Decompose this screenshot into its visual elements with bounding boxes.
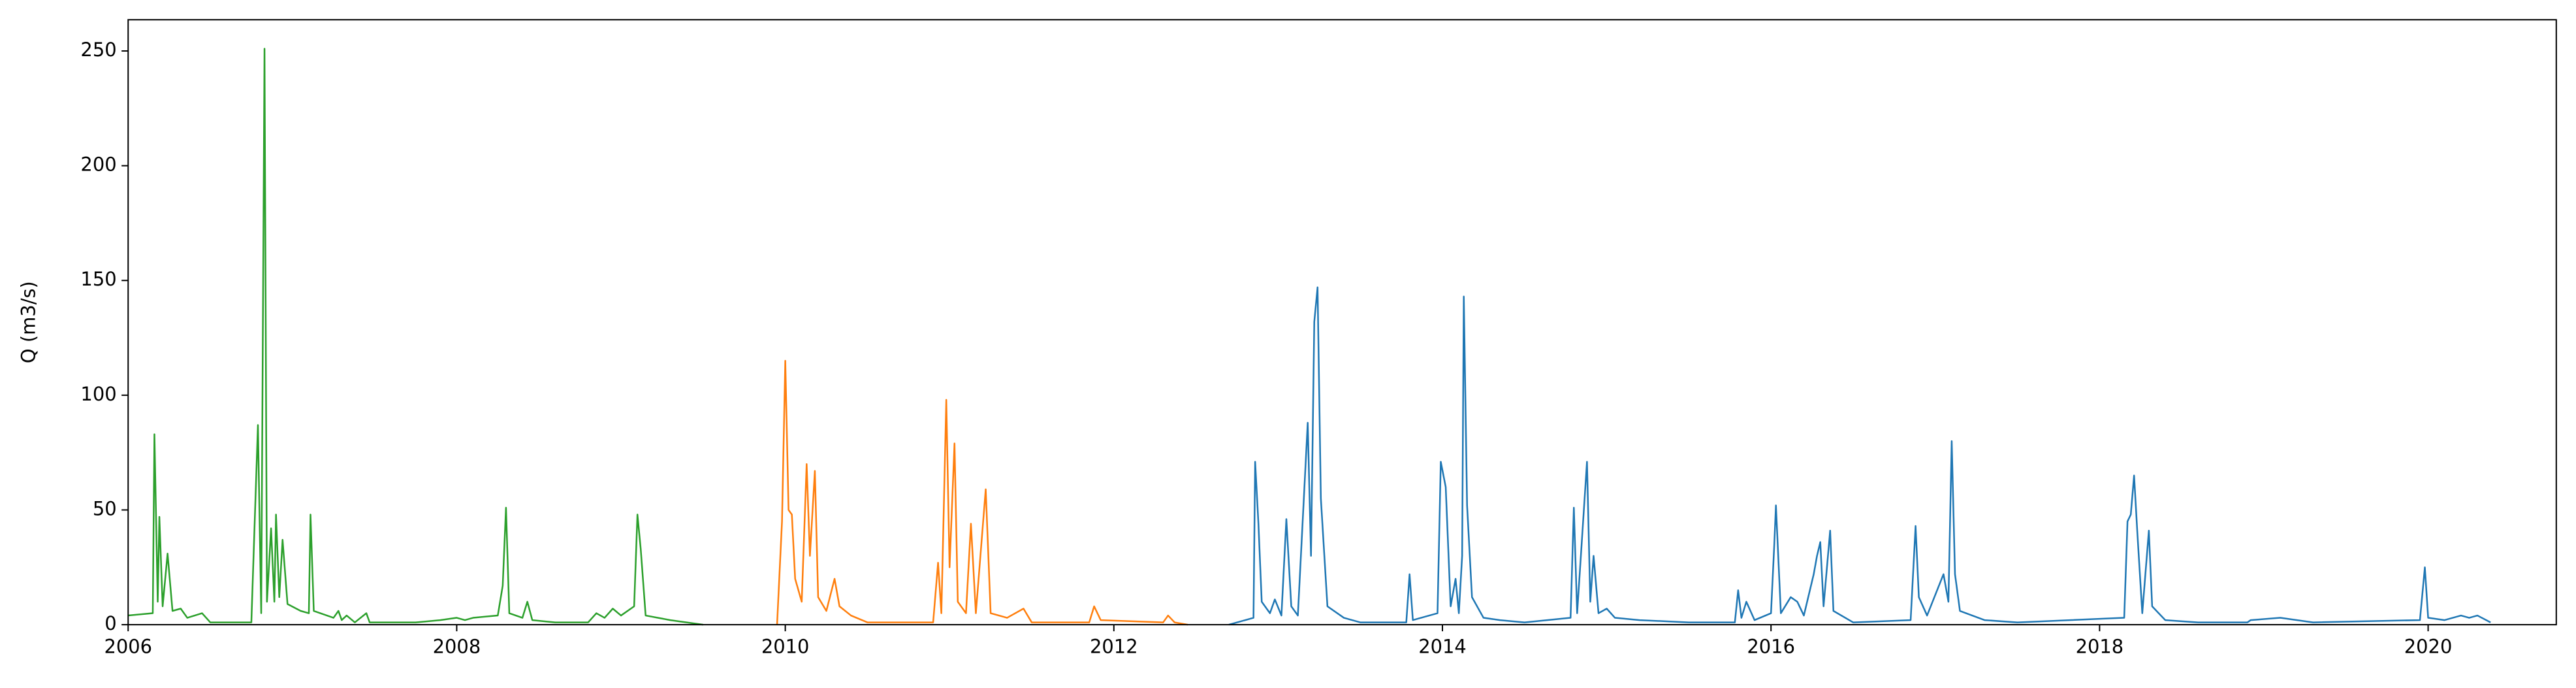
y-tick-label: 200 bbox=[80, 154, 116, 176]
y-tick-label: 50 bbox=[93, 497, 117, 519]
series-line bbox=[128, 48, 703, 626]
y-tick-label: 250 bbox=[80, 39, 116, 61]
plot-frame bbox=[127, 19, 2557, 626]
x-tick-label: 2006 bbox=[104, 635, 152, 657]
x-tick-label: 2012 bbox=[1090, 635, 1138, 657]
x-tick-label: 2010 bbox=[761, 635, 810, 657]
x-tick-label: 2014 bbox=[1418, 635, 1467, 657]
series-line bbox=[776, 359, 1188, 626]
x-tick-label: 2008 bbox=[433, 635, 481, 657]
y-tick-label: 150 bbox=[80, 268, 116, 290]
series-line bbox=[1228, 286, 2491, 626]
y-axis-label: Q (m3/s) bbox=[17, 281, 39, 363]
x-tick-label: 2016 bbox=[1747, 635, 1795, 657]
y-tick-label: 0 bbox=[104, 612, 116, 634]
y-tick-label: 100 bbox=[80, 383, 116, 405]
x-tick-label: 2020 bbox=[2404, 635, 2453, 657]
x-tick-label: 2018 bbox=[2076, 635, 2124, 657]
